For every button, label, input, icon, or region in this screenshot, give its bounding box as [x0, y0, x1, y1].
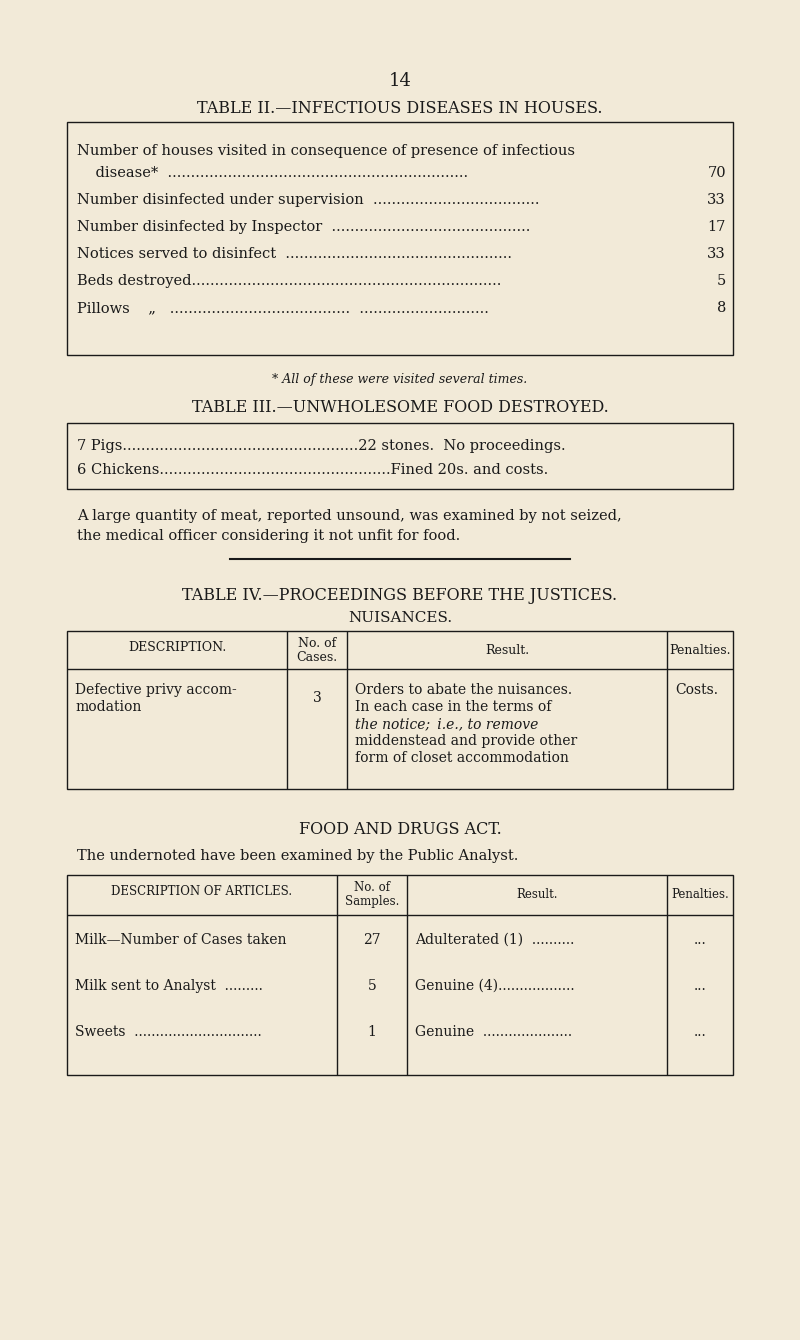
- Text: Sweets  ..............................: Sweets ..............................: [75, 1025, 262, 1038]
- Text: Number disinfected under supervision  ....................................: Number disinfected under supervision ...…: [77, 193, 539, 206]
- Text: 70: 70: [707, 166, 726, 180]
- Text: Number of houses visited in consequence of presence of infectious: Number of houses visited in consequence …: [77, 143, 575, 158]
- Text: 33: 33: [707, 193, 726, 206]
- Text: TABLE III.—UNWHOLESOME FOOD DESTROYED.: TABLE III.—UNWHOLESOME FOOD DESTROYED.: [192, 399, 608, 415]
- Bar: [67, 875, 733, 1075]
- Text: 3: 3: [313, 691, 322, 705]
- Text: modation: modation: [75, 699, 142, 714]
- Text: disease*  .................................................................: disease* ...............................…: [77, 166, 468, 180]
- Text: 6 Chickens..................................................Fined 20s. and costs: 6 Chickens..............................…: [77, 464, 548, 477]
- Text: Beds destroyed..................................................................: Beds destroyed..........................…: [77, 273, 502, 288]
- Text: TABLE IV.—PROCEEDINGS BEFORE THE JUSTICES.: TABLE IV.—PROCEEDINGS BEFORE THE JUSTICE…: [182, 587, 618, 604]
- Text: FOOD AND DRUGS ACT.: FOOD AND DRUGS ACT.: [298, 821, 502, 838]
- Text: 27: 27: [363, 933, 381, 947]
- Text: NUISANCES.: NUISANCES.: [348, 611, 452, 624]
- Text: In each case in the terms of: In each case in the terms of: [355, 699, 551, 714]
- Text: Milk sent to Analyst  .........: Milk sent to Analyst .........: [75, 980, 263, 993]
- Text: * All of these were visited several times.: * All of these were visited several time…: [272, 373, 528, 386]
- Text: 33: 33: [707, 247, 726, 261]
- Text: A large quantity of meat, reported unsound, was examined by not seized,: A large quantity of meat, reported unsou…: [77, 509, 622, 523]
- Text: Notices served to disinfect  .................................................: Notices served to disinfect ............…: [77, 247, 512, 261]
- Text: middenstead and provide other: middenstead and provide other: [355, 734, 578, 748]
- Text: Result.: Result.: [485, 645, 529, 657]
- Text: DESCRIPTION OF ARTICLES.: DESCRIPTION OF ARTICLES.: [111, 884, 293, 898]
- Text: Orders to abate the nuisances.: Orders to abate the nuisances.: [355, 683, 572, 697]
- Text: Milk—Number of Cases taken: Milk—Number of Cases taken: [75, 933, 286, 947]
- Text: 7 Pigs...................................................22 stones.  No proceedi: 7 Pigs..................................…: [77, 440, 566, 453]
- Text: 14: 14: [389, 72, 411, 90]
- Text: 17: 17: [708, 220, 726, 234]
- Text: 5: 5: [368, 980, 376, 993]
- Text: 1: 1: [367, 1025, 377, 1038]
- Text: ...: ...: [694, 1025, 706, 1038]
- Text: Adulterated (1)  ..........: Adulterated (1) ..........: [415, 933, 574, 947]
- Text: Costs.: Costs.: [675, 683, 718, 697]
- Text: Result.: Result.: [516, 888, 558, 900]
- Text: 8: 8: [717, 302, 726, 315]
- Text: the medical officer considering it not unfit for food.: the medical officer considering it not u…: [77, 529, 460, 543]
- Text: form of closet accommodation: form of closet accommodation: [355, 750, 569, 765]
- Text: Penalties.: Penalties.: [670, 645, 730, 657]
- Bar: [67, 631, 733, 789]
- Text: DESCRIPTION.: DESCRIPTION.: [128, 641, 226, 654]
- Text: ...: ...: [694, 933, 706, 947]
- Text: Defective privy accom-: Defective privy accom-: [75, 683, 237, 697]
- Text: No. of: No. of: [354, 880, 390, 894]
- Bar: [67, 122, 733, 355]
- Text: Samples.: Samples.: [345, 895, 399, 909]
- Text: Number disinfected by Inspector  ...........................................: Number disinfected by Inspector ........…: [77, 220, 530, 234]
- Text: ...: ...: [694, 980, 706, 993]
- Text: 5: 5: [717, 273, 726, 288]
- Text: Cases.: Cases.: [297, 651, 338, 665]
- Text: the notice;  i.e., to remove: the notice; i.e., to remove: [355, 717, 538, 732]
- Text: No. of: No. of: [298, 636, 336, 650]
- Text: Genuine  .....................: Genuine .....................: [415, 1025, 572, 1038]
- Text: Penalties.: Penalties.: [671, 888, 729, 900]
- Text: Genuine (4)..................: Genuine (4)..................: [415, 980, 574, 993]
- Text: The undernoted have been examined by the Public Analyst.: The undernoted have been examined by the…: [77, 850, 518, 863]
- Bar: [67, 423, 733, 489]
- Text: TABLE II.—INFECTIOUS DISEASES IN HOUSES.: TABLE II.—INFECTIOUS DISEASES IN HOUSES.: [198, 100, 602, 117]
- Text: Pillows    „   .......................................  ........................: Pillows „ ..............................…: [77, 302, 489, 315]
